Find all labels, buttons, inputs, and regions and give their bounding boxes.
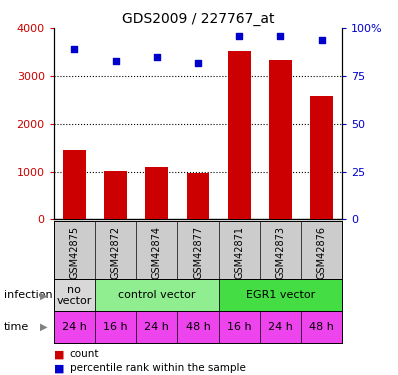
- Text: GSM42875: GSM42875: [69, 226, 79, 279]
- Text: GSM42872: GSM42872: [111, 226, 121, 279]
- Text: GSM42871: GSM42871: [234, 226, 244, 279]
- Bar: [269, 60, 292, 219]
- Text: no
vector: no vector: [57, 285, 92, 306]
- Text: 48 h: 48 h: [185, 322, 211, 332]
- Text: ▶: ▶: [40, 322, 47, 332]
- Text: count: count: [70, 350, 99, 359]
- Bar: [104, 171, 127, 219]
- Point: [112, 58, 119, 64]
- Text: EGR1 vector: EGR1 vector: [246, 290, 315, 300]
- Text: ■: ■: [54, 363, 64, 373]
- Text: percentile rank within the sample: percentile rank within the sample: [70, 363, 246, 373]
- Text: ■: ■: [54, 350, 64, 359]
- Text: 24 h: 24 h: [144, 322, 169, 332]
- Point: [154, 54, 160, 60]
- Text: 24 h: 24 h: [268, 322, 293, 332]
- Bar: [63, 150, 86, 219]
- Bar: [219, 279, 342, 311]
- Point: [318, 37, 325, 43]
- Bar: [310, 96, 333, 219]
- Point: [236, 33, 242, 39]
- Bar: [187, 174, 209, 219]
- Text: 48 h: 48 h: [309, 322, 334, 332]
- Bar: [145, 167, 168, 219]
- Text: 24 h: 24 h: [62, 322, 87, 332]
- Title: GDS2009 / 227767_at: GDS2009 / 227767_at: [122, 12, 274, 26]
- Bar: [54, 279, 95, 311]
- Text: GSM42873: GSM42873: [275, 226, 285, 279]
- Text: control vector: control vector: [118, 290, 195, 300]
- Text: GSM42877: GSM42877: [193, 226, 203, 279]
- Text: ▶: ▶: [40, 290, 47, 300]
- Text: GSM42876: GSM42876: [317, 226, 327, 279]
- Text: GSM42874: GSM42874: [152, 226, 162, 279]
- Text: 16 h: 16 h: [103, 322, 128, 332]
- Point: [277, 33, 284, 39]
- Text: infection: infection: [4, 290, 53, 300]
- Point: [195, 60, 201, 66]
- Point: [71, 46, 78, 52]
- Text: time: time: [4, 322, 29, 332]
- Bar: [95, 279, 219, 311]
- Text: 16 h: 16 h: [227, 322, 252, 332]
- Bar: [228, 51, 251, 219]
